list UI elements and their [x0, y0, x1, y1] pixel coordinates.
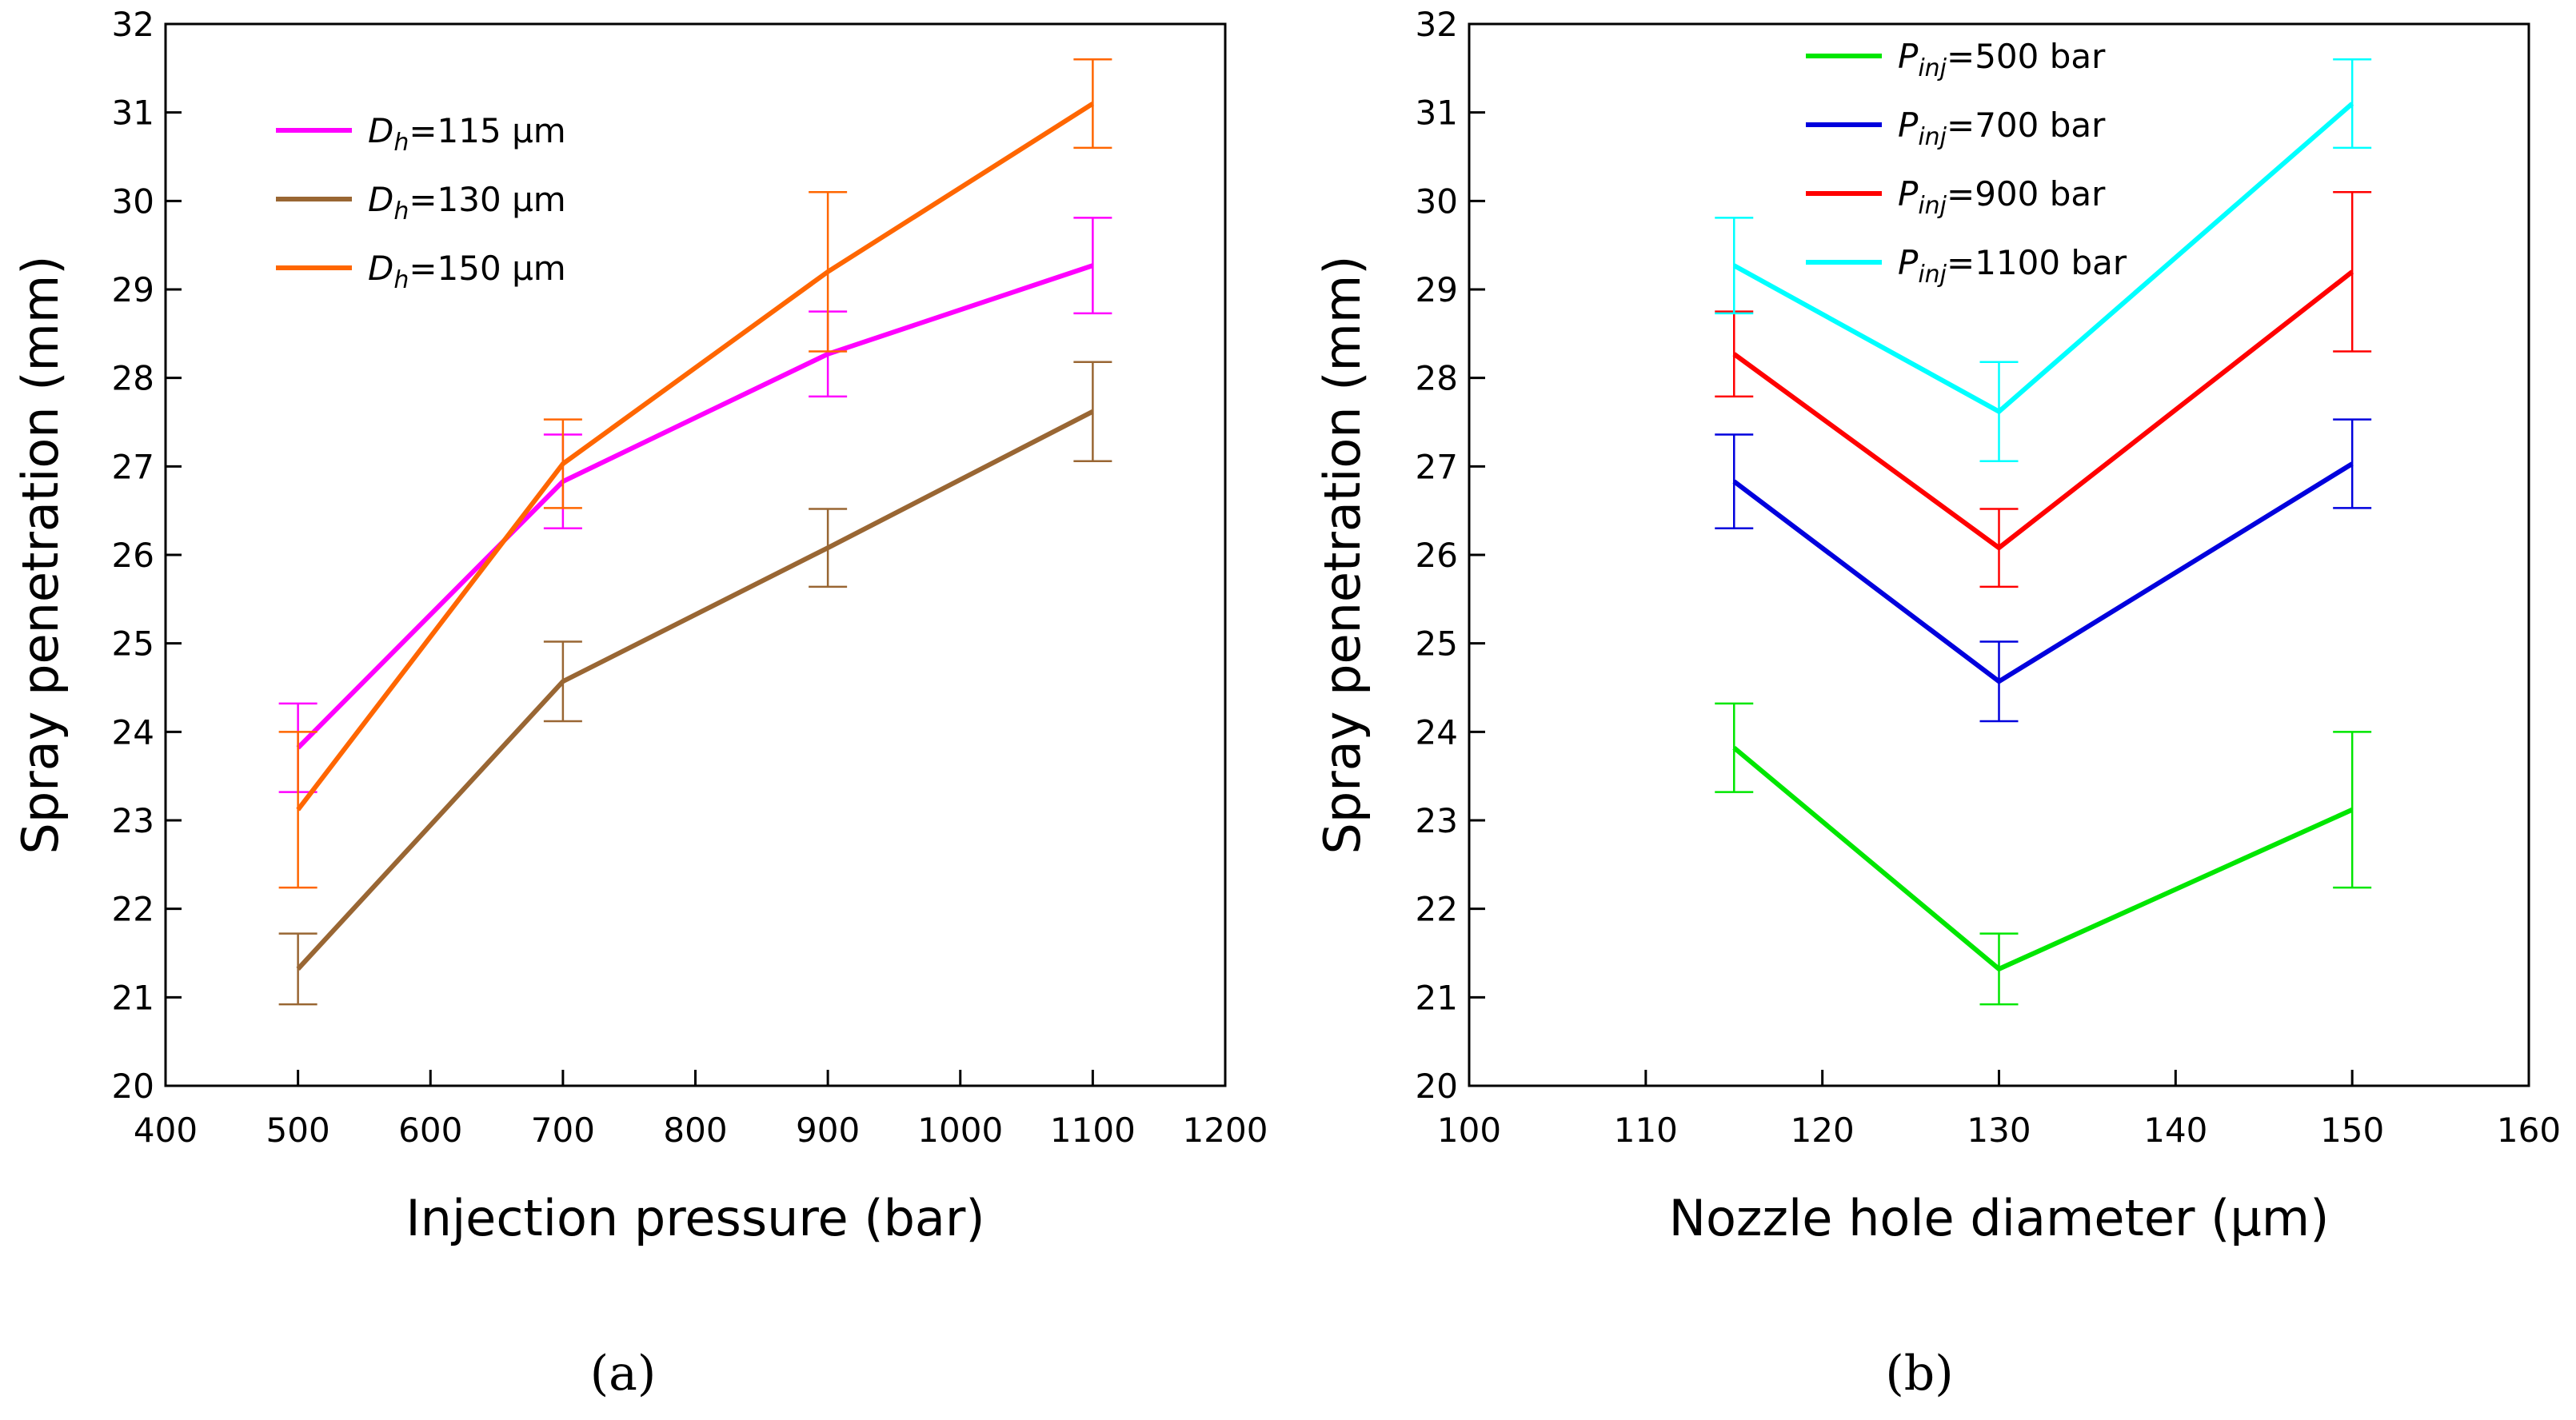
- y-tick-label: 24: [1416, 712, 1458, 752]
- x-tick-label: 400: [134, 1111, 198, 1150]
- y-tick-label: 26: [112, 536, 154, 575]
- x-tick-label: 700: [531, 1111, 595, 1150]
- x-tick-label: 500: [266, 1111, 330, 1150]
- y-tick-label: 27: [112, 447, 154, 486]
- x-tick-label: 900: [796, 1111, 860, 1150]
- y-tick-label: 29: [1416, 270, 1458, 309]
- y-axis-label: Spray penetration (mm): [11, 256, 70, 855]
- legend-label: Dh=150 μm: [368, 249, 566, 294]
- series-1: [278, 361, 1112, 1006]
- plot-frame: [164, 22, 1227, 1087]
- y-tick-label: 23: [1416, 801, 1458, 840]
- legend-label: Pinj=900 bar: [1898, 174, 2106, 220]
- series-0: [278, 217, 1112, 793]
- series-line: [296, 102, 1094, 812]
- series-2: [1715, 191, 2372, 588]
- chart-b: 20 21 22 23 24 25 26 27 28 29 30 31 32 100 110 120 130 14…: [1313, 5, 2561, 1402]
- series-0: [1715, 702, 2372, 1006]
- legend-label: Pinj=1100 bar: [1898, 243, 2127, 289]
- series-2: [278, 58, 1112, 889]
- y-tick-label: 21: [112, 978, 154, 1017]
- y-tick-label: 25: [112, 624, 154, 664]
- x-tick-label: 130: [1967, 1111, 2031, 1150]
- series-3: [1715, 58, 2372, 462]
- x-axis-label: Nozzle hole diameter (μm): [1669, 1189, 2330, 1247]
- y-tick-label: 26: [1416, 536, 1458, 575]
- x-tick-label: 600: [398, 1111, 462, 1150]
- x-tick-label: 800: [663, 1111, 727, 1150]
- x-tick-label: 1000: [917, 1111, 1003, 1150]
- y-tick-label: 20: [112, 1067, 154, 1106]
- y-tick-label: 30: [112, 181, 154, 221]
- y-tick-label: 22: [1416, 890, 1458, 929]
- y-tick-label: 32: [112, 5, 154, 44]
- x-axis-label: Injection pressure (bar): [405, 1189, 984, 1247]
- y-tick-label: 32: [1416, 5, 1458, 44]
- y-tick-label: 28: [112, 359, 154, 398]
- series-1: [1715, 418, 2372, 723]
- chart-caption: (b): [1885, 1346, 1953, 1402]
- x-tick-label: 1200: [1183, 1111, 1268, 1150]
- y-axis-label: Spray penetration (mm): [1313, 256, 1372, 855]
- x-tick-label: 140: [2143, 1111, 2207, 1150]
- legend-label: Dh=115 μm: [368, 111, 566, 157]
- y-tick-label: 21: [1416, 978, 1458, 1017]
- x-tick-label: 110: [1614, 1111, 1678, 1150]
- series-line: [1732, 745, 2354, 971]
- legend-label: Pinj=500 bar: [1898, 37, 2106, 82]
- series-line: [296, 409, 1094, 971]
- y-tick-label: 31: [1416, 94, 1458, 133]
- y-tick-label: 20: [1416, 1067, 1458, 1106]
- y-tick-label: 29: [112, 270, 154, 309]
- x-tick-label: 1100: [1050, 1111, 1136, 1150]
- y-tick-label: 25: [1416, 624, 1458, 664]
- y-tick-label: 28: [1416, 359, 1458, 398]
- series-line: [1732, 269, 2354, 551]
- legend: Pinj=500 bar Pinj=700 bar Pinj=900 bar Pinj…: [1806, 37, 2127, 289]
- y-tick-label: 30: [1416, 181, 1458, 221]
- legend-label: Pinj=700 bar: [1898, 106, 2106, 151]
- x-tick-label: 100: [1437, 1111, 1501, 1150]
- y-tick-label: 31: [112, 94, 154, 133]
- chart-a: 20 21 22 23 24 25 26 27 28 29 30 31 32 400 500 600 700 80…: [11, 5, 1268, 1402]
- series-line: [1732, 461, 2354, 684]
- y-tick-label: 24: [112, 712, 154, 752]
- y-tick-label: 22: [112, 890, 154, 929]
- x-tick-label: 150: [2320, 1111, 2384, 1150]
- legend: Dh=115 μm Dh=130 μm Dh=150 μm: [276, 111, 566, 294]
- x-tick-label: 120: [1791, 1111, 1855, 1150]
- x-tick-label: 160: [2497, 1111, 2561, 1150]
- y-tick-label: 27: [1416, 447, 1458, 486]
- y-tick-label: 23: [112, 801, 154, 840]
- chart-caption: (a): [590, 1346, 657, 1402]
- legend-label: Dh=130 μm: [368, 180, 566, 225]
- series-line: [296, 263, 1094, 750]
